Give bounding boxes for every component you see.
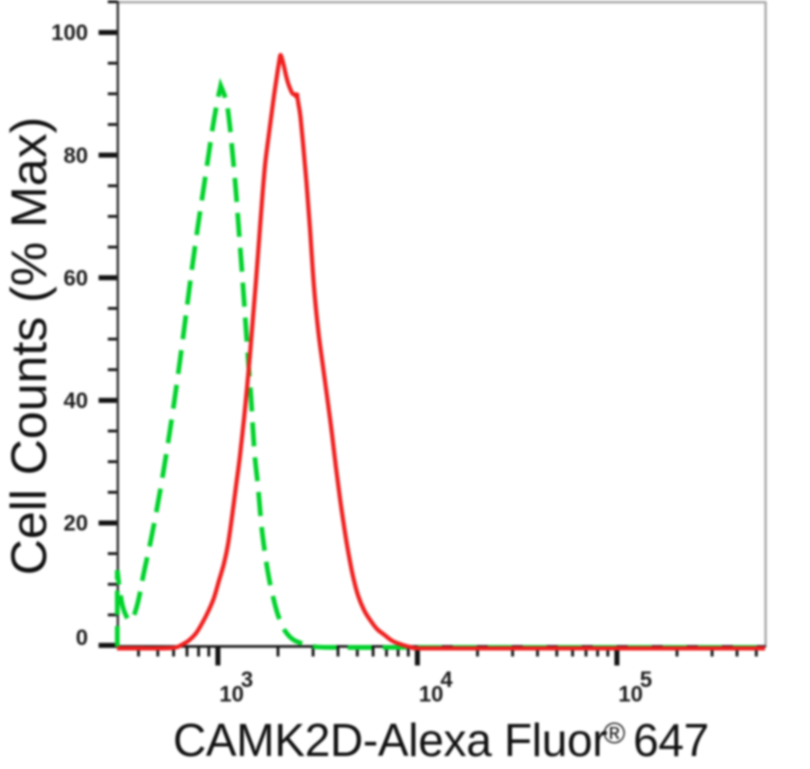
svg-text:10: 10 [618,682,642,707]
svg-text:5: 5 [640,667,652,692]
svg-text:Cell Counts (% Max): Cell Counts (% Max) [1,117,57,575]
svg-text:80: 80 [64,143,88,168]
svg-text:20: 20 [64,511,88,536]
svg-text:3: 3 [241,667,253,692]
svg-text:4: 4 [440,667,453,692]
svg-text:0: 0 [76,625,88,650]
svg-text:10: 10 [219,682,243,707]
svg-text:60: 60 [64,265,88,290]
svg-text:100: 100 [51,20,88,45]
svg-text:40: 40 [64,388,88,413]
svg-text:10: 10 [419,682,443,707]
